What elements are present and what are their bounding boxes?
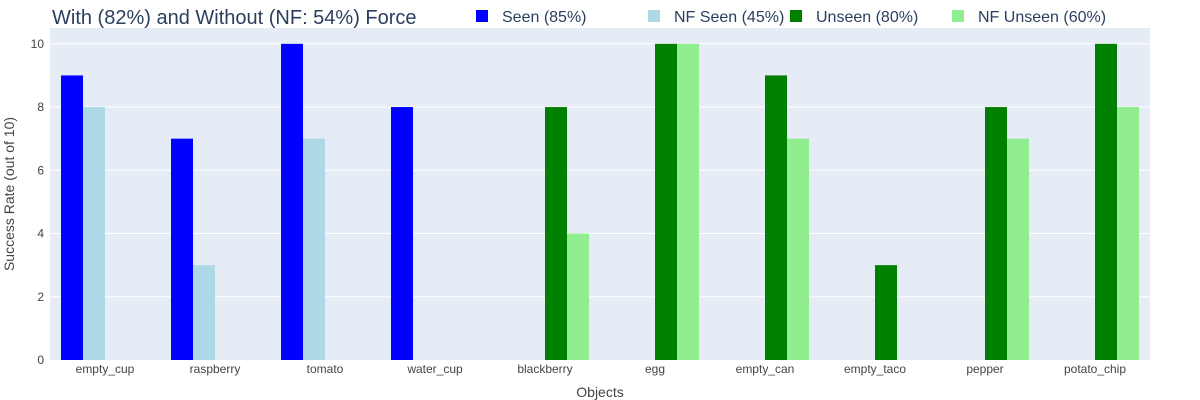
legend-label: Seen (85%): [502, 9, 587, 26]
x-tick-label: pepper: [966, 362, 1003, 376]
legend-label: NF Seen (45%): [674, 9, 784, 26]
x-axis-title: Objects: [576, 384, 623, 400]
legend-swatch: [476, 10, 488, 22]
plot-background: [50, 28, 1150, 360]
bar: [61, 75, 83, 360]
bar: [545, 107, 567, 360]
y-axis-title: Success Rate (out of 10): [1, 117, 17, 271]
legend-label: Unseen (80%): [816, 9, 918, 26]
bar: [193, 265, 215, 360]
bar: [281, 43, 303, 361]
x-tick-label: empty_cup: [76, 362, 135, 376]
bar: [83, 107, 105, 360]
bar: [1095, 43, 1117, 361]
gridlines: [50, 43, 1150, 298]
x-tick-label: egg: [645, 362, 665, 376]
y-tick-label: 4: [37, 227, 44, 241]
y-tick-label: 0: [37, 353, 44, 367]
y-tick-label: 6: [37, 163, 44, 177]
bar: [171, 138, 193, 360]
legend-label: NF Unseen (60%): [978, 9, 1106, 26]
x-tick-label: tomato: [307, 362, 344, 376]
bar: [567, 233, 589, 360]
y-tick-label: 8: [37, 100, 44, 114]
x-tick-label: empty_taco: [844, 362, 906, 376]
y-tick-labels: 0 2 4 6 8 10: [31, 37, 45, 367]
bar: [875, 265, 897, 360]
legend-swatch: [952, 10, 964, 22]
bar: [787, 138, 809, 360]
legend-swatch: [790, 10, 802, 22]
bar: [677, 43, 699, 361]
bar: [655, 43, 677, 361]
x-tick-label: raspberry: [190, 362, 241, 376]
bar: [1117, 107, 1139, 360]
bar: [391, 107, 413, 360]
bar: [303, 138, 325, 360]
y-tick-label: 2: [37, 290, 44, 304]
x-tick-label: potato_chip: [1064, 362, 1126, 376]
legend: Seen (85%) NF Seen (45%) Unseen (80%) NF Un…: [476, 9, 1106, 26]
chart-title: With (82%) and Without (NF: 54%) Force: [52, 7, 417, 29]
bar: [1007, 138, 1029, 360]
y-tick-label: 10: [31, 37, 45, 51]
x-tick-label: empty_can: [736, 362, 795, 376]
x-tick-label: blackberry: [517, 362, 572, 376]
x-tick-label: water_cup: [406, 362, 463, 376]
x-tick-labels: empty_cup raspberry tomato water_cup blackbe…: [76, 362, 1127, 376]
legend-swatch: [648, 10, 660, 22]
bar: [765, 75, 787, 360]
bars: [61, 43, 1139, 361]
bar: [985, 107, 1007, 360]
